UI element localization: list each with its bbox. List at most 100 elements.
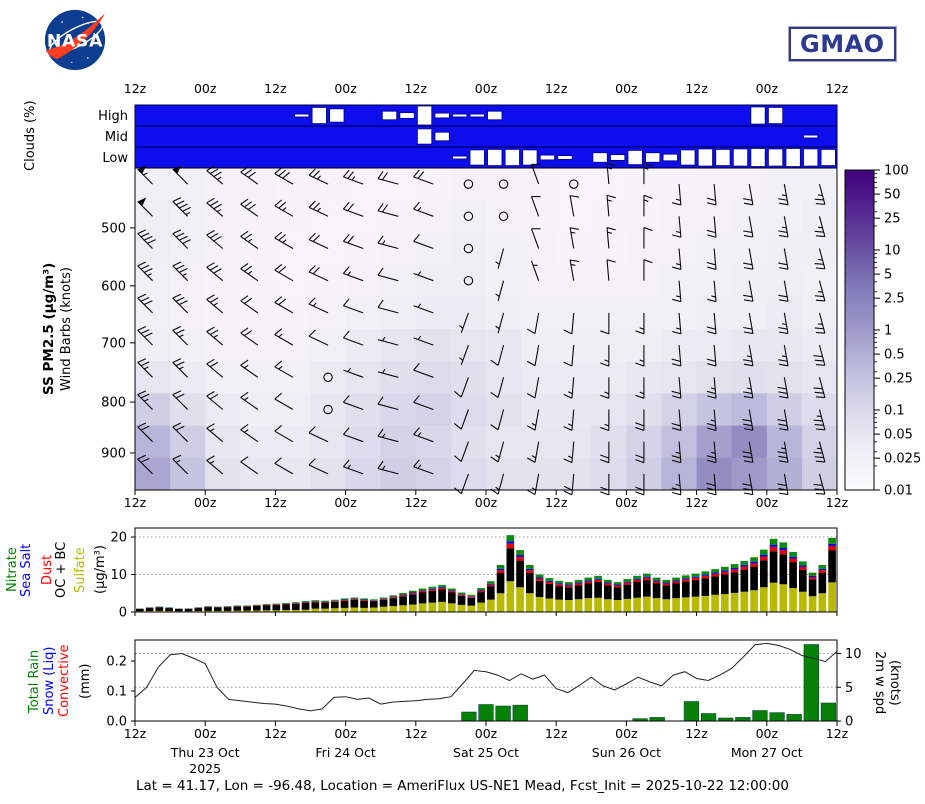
wind-barb [569, 259, 580, 281]
pm25-heatmap-cell [135, 200, 171, 233]
aerosol-bar-ocbc [360, 600, 368, 608]
aerosol-bar-sulfate [292, 609, 300, 612]
aerosol-bar-nitrate [233, 605, 242, 606]
legend-label-convective: Convective [57, 644, 72, 718]
pm25-heatmap-cell [345, 361, 382, 394]
aerosol-bar-ocbc [789, 562, 797, 588]
pm25-heatmap-cell [415, 264, 452, 298]
aerosol-bar-dust [428, 589, 437, 591]
aerosol-bar-nitrate [662, 579, 671, 583]
pm25-heatmap-cell [521, 232, 557, 266]
aerosol-bar-ocbc [379, 600, 388, 607]
aerosol-bar-nitrate [516, 550, 524, 556]
wind-barb [671, 377, 682, 399]
aerosol-bar-seasalt [613, 584, 622, 586]
wind-barb [206, 358, 224, 378]
aerosol-bar-nitrate [545, 578, 554, 581]
pm25-heatmap-cell [240, 168, 276, 201]
aerosol-bar-ocbc [292, 603, 300, 610]
aerosol-bar-nitrate [808, 572, 817, 576]
precip-right-tick-label: 0 [845, 715, 853, 730]
pm25-heatmap-cell [345, 200, 382, 233]
pm25-heatmap-cell [591, 200, 627, 233]
aerosol-bar-nitrate [769, 538, 778, 545]
pm25-heatmap-cell [310, 296, 347, 330]
wind-barb [742, 441, 754, 463]
aerosol-bar-seasalt [828, 543, 836, 547]
calm-circle [323, 372, 333, 383]
calm-circle [498, 179, 509, 189]
aerosol-bar-sulfate [428, 602, 437, 612]
aerosol-bar-ocbc [496, 573, 505, 594]
aerosol-bar-nitrate [584, 577, 593, 581]
wind-barb [454, 441, 469, 462]
wind-barb [172, 293, 189, 314]
wind-barb [206, 294, 224, 314]
aerosol-bar-seasalt [496, 568, 505, 571]
aerosol-bar-seasalt [779, 547, 788, 551]
wind-barb [274, 231, 294, 249]
wind-barb [308, 168, 329, 185]
aerosol-bar-nitrate [389, 595, 398, 597]
cloud-fraction-bar [522, 149, 538, 166]
wind-barb [606, 227, 616, 249]
aerosol-bar-ocbc [243, 606, 251, 611]
bottom-time-tick-label: 12z [826, 726, 849, 741]
aerosol-bar-seasalt [662, 582, 671, 584]
calm-circle [323, 404, 333, 415]
wind-barb [172, 358, 189, 378]
aerosol-bar-ocbc [223, 607, 232, 611]
aerosol-bar-ocbc [204, 607, 212, 611]
aerosol-bar-sulfate [272, 610, 281, 612]
wind-barb [377, 369, 399, 378]
aerosol-bar-seasalt [477, 589, 485, 591]
aerosol-bar-seasalt [506, 541, 515, 544]
wind-barb [240, 230, 259, 249]
aerosol-bar-ocbc [175, 609, 183, 612]
wind-barb [813, 344, 826, 366]
aerosol-bar-seasalt [691, 576, 700, 578]
wind-barb [172, 454, 189, 475]
wind-barb [671, 441, 682, 464]
pm25-heatmap-cell [275, 168, 311, 201]
date-label: Sun 26 Oct [592, 745, 661, 760]
wind-barb [814, 216, 826, 238]
wind-barb [172, 422, 189, 443]
cloud-fraction-bar [627, 149, 643, 166]
aerosol-bar-sulfate [340, 607, 349, 612]
aerosol-bar-seasalt [457, 594, 466, 595]
aerosol-bar-dust [418, 591, 427, 593]
aerosol-bar-nitrate [272, 603, 281, 605]
wind-barb [743, 377, 754, 399]
pm25-heatmap-cell [310, 168, 347, 201]
pm25-heatmap-cell [275, 296, 311, 330]
aerosol-bar-sulfate [760, 587, 768, 612]
aerosol-bar-dust [467, 596, 476, 598]
wind-barb [569, 227, 580, 249]
aerosol-bar-ocbc [184, 609, 193, 612]
pm25-heatmap-cell [170, 200, 206, 233]
wind-barb [743, 312, 754, 335]
calm-circle [463, 211, 474, 222]
aerosol-unit-label: (μg/m³) [93, 545, 108, 595]
aerosol-bar-sulfate [691, 596, 700, 612]
pm25-heatmap-cell [591, 264, 627, 298]
aerosol-bar-sulfate [721, 594, 729, 612]
pm25-heatmap-cell [240, 232, 276, 266]
wind-barb [308, 426, 329, 443]
aerosol-bar-dust [282, 603, 290, 605]
colorbar-tick-label: 100 [884, 164, 909, 179]
aerosol-bar-dust [730, 569, 739, 573]
main-time-tick-label: 00z [475, 495, 498, 510]
aerosol-bar-seasalt [487, 583, 495, 585]
wind-barb [459, 344, 469, 366]
pm25-heatmap-cell [275, 425, 311, 459]
pm25-heatmap-cell [380, 264, 417, 298]
aerosol-bar-nitrate [262, 604, 271, 605]
aerosol-bar-nitrate [350, 597, 359, 599]
aerosol-bar-sulfate [496, 593, 505, 612]
pm25-heatmap-cell [135, 425, 171, 459]
aerosol-bar-sulfate [399, 605, 407, 612]
aerosol-bar-dust [340, 599, 349, 601]
pm25-heatmap-cell [380, 393, 417, 427]
